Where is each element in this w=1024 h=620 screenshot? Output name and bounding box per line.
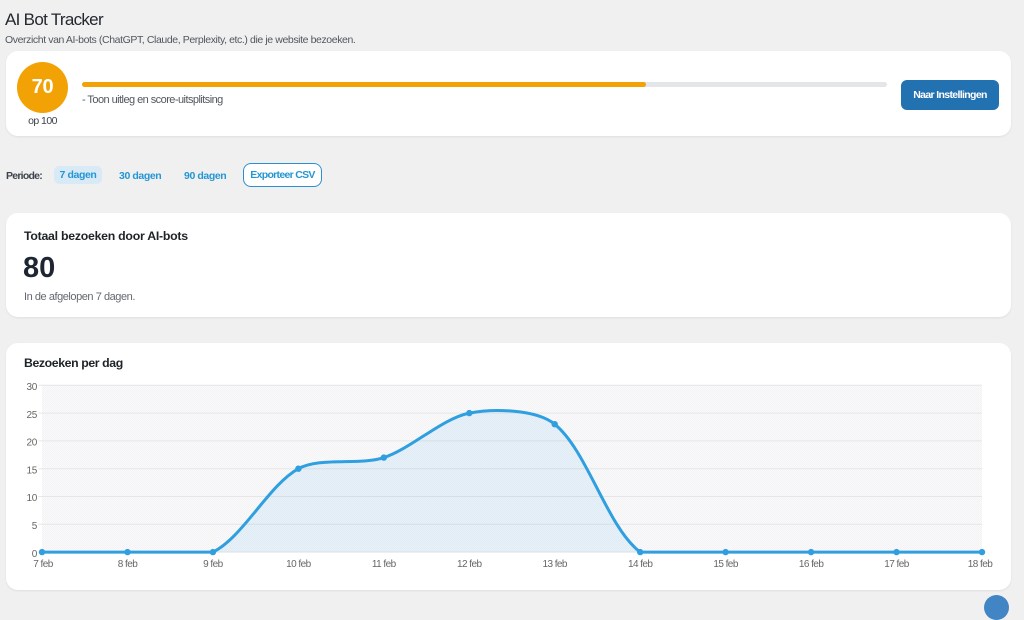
svg-text:8 feb: 8 feb (118, 559, 138, 570)
svg-text:13 feb: 13 feb (542, 559, 567, 570)
svg-text:11 feb: 11 feb (372, 559, 397, 570)
svg-text:12 feb: 12 feb (457, 559, 482, 570)
svg-text:16 feb: 16 feb (799, 559, 824, 570)
svg-text:15 feb: 15 feb (713, 559, 738, 570)
svg-text:20: 20 (26, 438, 37, 449)
svg-text:10 feb: 10 feb (286, 559, 311, 570)
svg-text:15: 15 (26, 465, 37, 476)
svg-text:17 feb: 17 feb (884, 559, 909, 570)
svg-text:9 feb: 9 feb (203, 559, 223, 570)
svg-text:25: 25 (26, 410, 37, 421)
svg-text:0: 0 (32, 549, 38, 560)
svg-text:18 feb: 18 feb (968, 559, 993, 570)
svg-text:7 feb: 7 feb (33, 559, 53, 570)
svg-text:5: 5 (32, 521, 38, 532)
svg-text:10: 10 (26, 493, 37, 504)
svg-text:30: 30 (26, 382, 37, 393)
svg-text:14 feb: 14 feb (628, 559, 653, 570)
